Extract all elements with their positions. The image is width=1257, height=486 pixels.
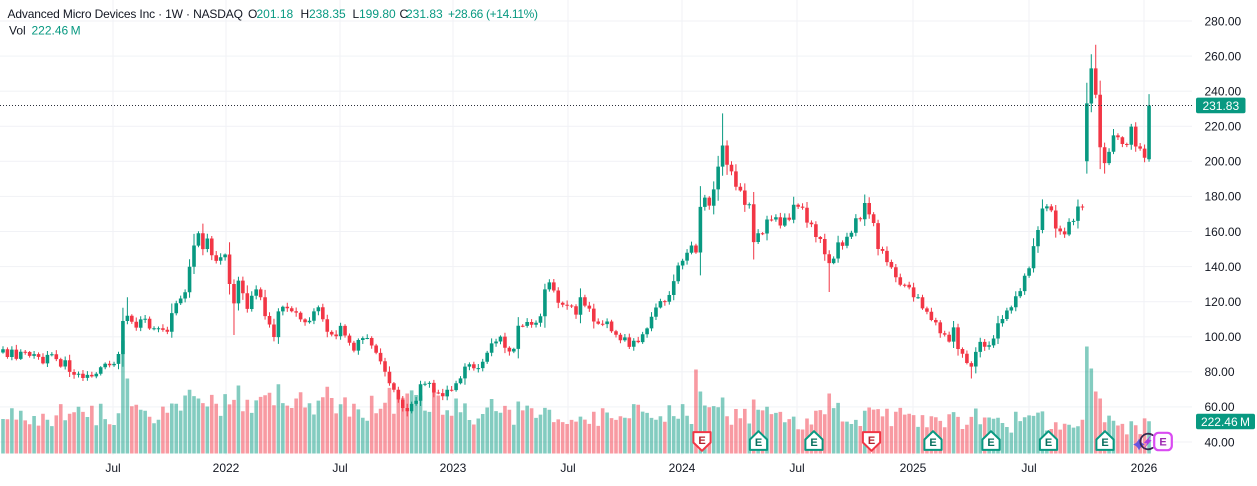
svg-text:140.00: 140.00 [1205,260,1242,274]
svg-text:E: E [987,437,994,449]
svg-text:180.00: 180.00 [1205,190,1242,204]
svg-text:240.00: 240.00 [1205,85,1242,99]
svg-text:O: O [248,7,257,21]
svg-text:E: E [810,437,817,449]
svg-text:220.00: 220.00 [1205,120,1242,134]
svg-text:60.00: 60.00 [1205,400,1235,414]
svg-text:280.00: 280.00 [1205,14,1242,28]
svg-text:Advanced Micro Devices Inc · 1: Advanced Micro Devices Inc · 1W · NASDAQ [8,7,244,21]
svg-text:L: L [353,7,360,21]
svg-text:120.00: 120.00 [1205,295,1242,309]
svg-text:E: E [868,435,875,447]
svg-text:80.00: 80.00 [1205,365,1235,379]
svg-text:231.83: 231.83 [406,7,443,21]
svg-text:H: H [301,7,310,21]
svg-text:Vol: Vol [9,24,26,38]
svg-text:Jul: Jul [332,461,347,475]
svg-text:100.00: 100.00 [1205,330,1242,344]
svg-text:222.46 M: 222.46 M [1201,415,1250,429]
svg-text:222.46 M: 222.46 M [32,24,81,38]
svg-text:E: E [1045,437,1052,449]
svg-text:200.00: 200.00 [1205,155,1242,169]
svg-text:E: E [1101,437,1108,449]
svg-text:Jul: Jul [105,461,120,475]
svg-text:260.00: 260.00 [1205,49,1242,63]
svg-text:Jul: Jul [789,461,804,475]
svg-text:E: E [1159,437,1166,449]
svg-text:2023: 2023 [440,461,467,475]
svg-text:160.00: 160.00 [1205,225,1242,239]
svg-text:E: E [929,437,936,449]
svg-text:C: C [400,7,409,21]
svg-text:231.83: 231.83 [1202,99,1239,113]
svg-text:Jul: Jul [560,461,575,475]
svg-text:201.18: 201.18 [257,7,294,21]
svg-text:2022: 2022 [213,461,240,475]
svg-text:40.00: 40.00 [1205,435,1235,449]
svg-text:E: E [698,435,705,447]
svg-text:199.80: 199.80 [359,7,396,21]
svg-text:2026: 2026 [1131,461,1158,475]
svg-text:2025: 2025 [900,461,927,475]
svg-text:E: E [755,437,762,449]
svg-text:+28.66 (+14.11%): +28.66 (+14.11%) [448,7,538,21]
svg-text:Jul: Jul [1021,461,1036,475]
svg-text:238.35: 238.35 [309,7,346,21]
svg-text:2024: 2024 [669,461,696,475]
